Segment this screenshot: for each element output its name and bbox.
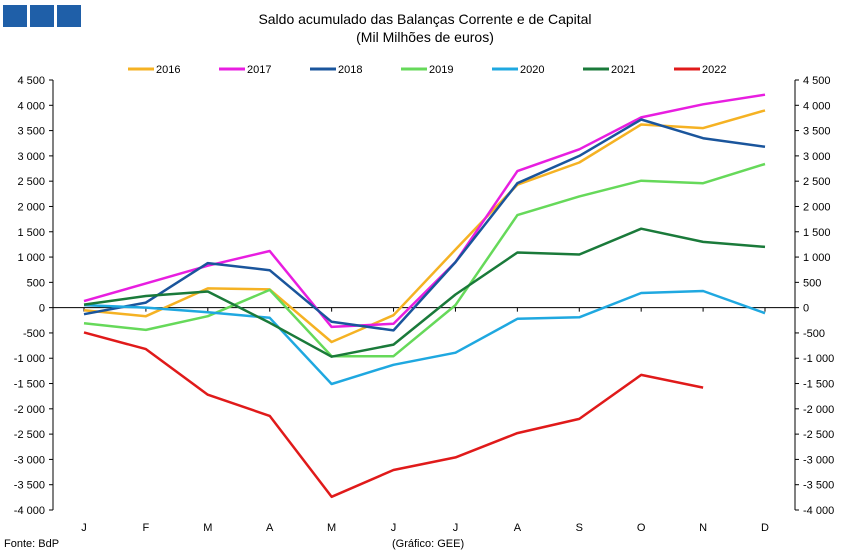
legend-label: 2019 bbox=[429, 64, 453, 76]
y-tick-label-left: 4 000 bbox=[17, 100, 45, 112]
series-line bbox=[83, 331, 704, 499]
y-tick-label-left: -3 500 bbox=[14, 480, 45, 492]
y-tick-label-right: 4 000 bbox=[803, 100, 831, 112]
y-tick-label-right: 500 bbox=[803, 277, 821, 289]
y-tick-label-left: 500 bbox=[27, 277, 45, 289]
x-tick-label: O bbox=[637, 522, 646, 534]
y-tick-label-right: -500 bbox=[803, 328, 825, 340]
y-tick-label-right: 3 000 bbox=[803, 151, 831, 163]
series-line bbox=[83, 162, 766, 358]
y-tick-label-left: -2 000 bbox=[14, 404, 45, 416]
legend-label: 2021 bbox=[611, 64, 635, 76]
chart-subtitle: (Mil Milhões de euros) bbox=[356, 29, 494, 45]
y-tick-label-right: -2 500 bbox=[803, 429, 834, 441]
x-tick-label: D bbox=[761, 522, 769, 534]
series-lines bbox=[83, 93, 766, 499]
y-tick-label-right: 0 bbox=[803, 303, 809, 315]
legend: 2016 2017 2018 2019 2020 2021 2022 bbox=[128, 64, 726, 76]
x-tick-label: M bbox=[203, 522, 212, 534]
x-tick-label: S bbox=[576, 522, 583, 534]
y-tick-label-right: 2 500 bbox=[803, 176, 831, 188]
logo-square-2 bbox=[30, 5, 54, 27]
chart-area: 2016 2017 2018 2019 2020 2021 2022 -4 000 -4 00… bbox=[14, 64, 834, 534]
credit-note: (Gráfico: GEE) bbox=[392, 538, 465, 550]
legend-label: 2018 bbox=[338, 64, 362, 76]
y-tick-label-right: 1 500 bbox=[803, 227, 831, 239]
legend-label: 2017 bbox=[247, 64, 271, 76]
logo-square-3 bbox=[57, 5, 81, 27]
series-line bbox=[83, 227, 766, 358]
y-tick-label-left: -2 500 bbox=[14, 429, 45, 441]
x-tick-label: A bbox=[266, 522, 274, 534]
y-tick-label-right: 1 000 bbox=[803, 252, 831, 264]
y-tick-label-right: 2 000 bbox=[803, 201, 831, 213]
chart-title: Saldo acumulado das Balanças Corrente e … bbox=[258, 11, 592, 27]
y-tick-label-left: -1 500 bbox=[14, 379, 45, 391]
source-note: Fonte: BdP bbox=[4, 538, 60, 550]
y-tick-label-right: -2 000 bbox=[803, 404, 834, 416]
x-tick-label: M bbox=[327, 522, 336, 534]
y-tick-label-left: 3 500 bbox=[17, 126, 45, 138]
y-tick-label-left: 2 000 bbox=[17, 201, 45, 213]
y-tick-label-right: 3 500 bbox=[803, 126, 831, 138]
series-line bbox=[83, 289, 766, 386]
y-tick-label-left: 0 bbox=[39, 303, 45, 315]
gee-logo-icon bbox=[3, 5, 81, 27]
x-tick-label: J bbox=[391, 522, 397, 534]
y-tick-label-right: -1 000 bbox=[803, 353, 834, 365]
y-tick-label-right: -4 000 bbox=[803, 505, 834, 517]
legend-label: 2022 bbox=[702, 64, 726, 76]
series-line bbox=[83, 118, 766, 332]
y-tick-label-left: 1 500 bbox=[17, 227, 45, 239]
legend-label: 2020 bbox=[520, 64, 544, 76]
x-tick-label: J bbox=[453, 522, 459, 534]
y-tick-label-right: -1 500 bbox=[803, 379, 834, 391]
legend-label: 2016 bbox=[156, 64, 180, 76]
x-tick-label: A bbox=[514, 522, 522, 534]
y-tick-label-left: 2 500 bbox=[17, 176, 45, 188]
x-tick-label: J bbox=[81, 522, 87, 534]
y-tick-label-right: -3 000 bbox=[803, 454, 834, 466]
y-tick-label-right: -3 500 bbox=[803, 480, 834, 492]
y-tick-label-right: 4 500 bbox=[803, 75, 831, 87]
y-tick-label-left: -4 000 bbox=[14, 505, 45, 517]
y-tick-label-left: -1 000 bbox=[14, 353, 45, 365]
x-tick-label: N bbox=[699, 522, 707, 534]
logo-square-1 bbox=[3, 5, 27, 27]
y-tick-label-left: 1 000 bbox=[17, 252, 45, 264]
y-tick-label-left: -500 bbox=[23, 328, 45, 340]
y-tick-label-left: 4 500 bbox=[17, 75, 45, 87]
axes: -4 000 -4 000 -3 500 -3 500 -3 000 -3 000 -2 5… bbox=[14, 75, 834, 534]
y-tick-label-left: 3 000 bbox=[17, 151, 45, 163]
x-tick-label: F bbox=[143, 522, 150, 534]
y-tick-label-left: -3 000 bbox=[14, 454, 45, 466]
